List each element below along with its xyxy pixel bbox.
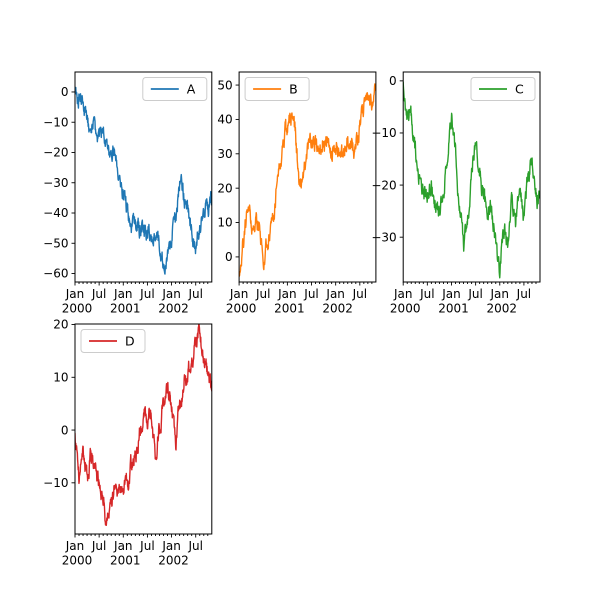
x-tick-label-year: 2001 (110, 302, 141, 316)
y-tick-label: −20 (371, 178, 396, 192)
y-tick-label: 20 (53, 318, 68, 332)
x-tick-label-month: Jul (255, 287, 270, 301)
x-tick-label-year: 2002 (158, 302, 189, 316)
x-tick-label-year: 2002 (158, 554, 189, 568)
x-tick-label-month: Jan (393, 287, 413, 301)
y-tick-label: −10 (43, 115, 68, 129)
y-tick-label: 0 (225, 250, 233, 264)
x-tick-label-month: Jul (467, 287, 482, 301)
x-tick-label-month: Jul (419, 287, 434, 301)
y-tick-label: −30 (371, 230, 396, 244)
x-tick-label-year: 2000 (62, 302, 93, 316)
x-tick-label-month: Jul (139, 539, 154, 553)
series-B-line (239, 83, 376, 277)
legend-label: C (515, 82, 524, 97)
x-tick-label-year: 2001 (438, 302, 469, 316)
axes-frame-B (238, 71, 377, 283)
axes-frame-C (402, 71, 541, 283)
x-tick-label-month: Jan (325, 287, 345, 301)
legend-label: A (187, 82, 196, 97)
y-tick-label: −60 (43, 267, 68, 281)
x-tick-label-month: Jan (65, 539, 85, 553)
x-tick-label-month: Jan (113, 539, 133, 553)
x-tick-label-month: Jul (303, 287, 318, 301)
x-tick-label-month: Jul (139, 287, 154, 301)
x-tick-label-month: Jan (490, 287, 510, 301)
series-A-line (75, 86, 212, 275)
legend-C: C (470, 77, 536, 101)
axes-frame-A (74, 71, 213, 283)
series-C-line (403, 81, 541, 279)
y-tick-label: −20 (43, 146, 68, 160)
x-tick-label-month: Jan (161, 287, 181, 301)
y-tick-label: −40 (43, 206, 68, 220)
y-tick-label: 0 (389, 74, 397, 88)
legend-A: A (142, 77, 208, 101)
x-tick-label-month: Jul (516, 287, 531, 301)
x-tick-label-year: 2000 (226, 302, 257, 316)
y-tick-label: 0 (61, 85, 69, 99)
y-tick-label: 10 (53, 370, 68, 384)
x-tick-label-year: 2001 (110, 554, 141, 568)
x-tick-label-month: Jan (229, 287, 249, 301)
axes-frame-D (74, 323, 213, 535)
legend-B: B (244, 77, 310, 101)
y-tick-label: 0 (61, 423, 69, 437)
x-tick-label-year: 2000 (62, 554, 93, 568)
y-tick-label: 10 (217, 216, 232, 230)
x-tick-label-month: Jul (187, 287, 202, 301)
x-tick-label-month: Jul (352, 287, 367, 301)
legend-label: B (289, 82, 298, 97)
x-tick-label-month: Jan (65, 287, 85, 301)
x-tick-label-year: 2002 (486, 302, 517, 316)
y-tick-label: −10 (43, 476, 68, 490)
y-tick-label: 20 (217, 181, 232, 195)
legend-D: D (80, 329, 146, 353)
x-tick-label-month: Jan (113, 287, 133, 301)
x-tick-label-month: Jul (91, 287, 106, 301)
y-tick-label: 30 (217, 147, 232, 161)
y-tick-label: −50 (43, 236, 68, 250)
y-tick-label: −30 (43, 176, 68, 190)
y-tick-label: 40 (217, 113, 232, 127)
y-tick-label: −10 (371, 126, 396, 140)
x-tick-label-month: Jan (441, 287, 461, 301)
series-D-line (75, 324, 212, 527)
x-tick-label-month: Jan (277, 287, 297, 301)
legend-label: D (125, 334, 135, 349)
x-tick-label-year: 2000 (390, 302, 421, 316)
y-tick-label: 50 (217, 78, 232, 92)
x-tick-label-month: Jul (91, 539, 106, 553)
x-tick-label-year: 2002 (322, 302, 353, 316)
x-tick-label-month: Jul (187, 539, 202, 553)
x-tick-label-year: 2001 (274, 302, 305, 316)
x-tick-label-month: Jan (161, 539, 181, 553)
